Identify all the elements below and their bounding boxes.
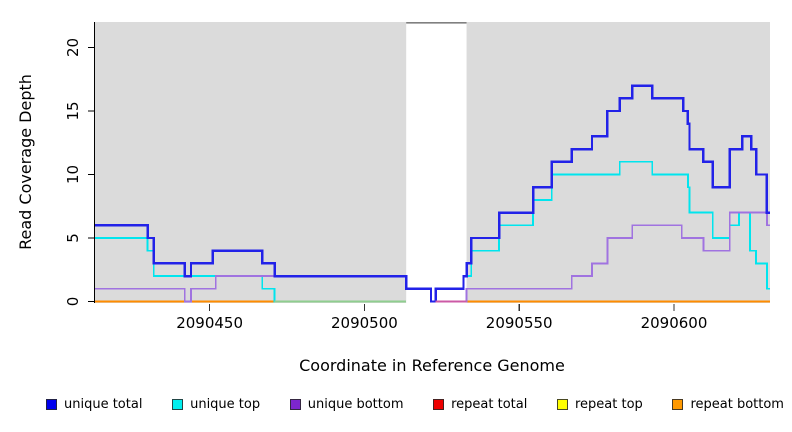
legend-item-repeat-total: repeat total [433,397,527,412]
y-axis-label: Read Coverage Depth [16,74,35,250]
unique-top-swatch-icon [172,399,184,410]
y-tick-label: 15 [64,101,82,120]
plot-panel [95,21,770,303]
repeat-total-swatch-icon [433,399,445,410]
axes: 0 5 10 15 20 2090450 2090500 2090550 2090600 [64,22,707,332]
shaded-region [466,22,770,303]
legend-item-unique-top: unique top [172,397,260,412]
legend-item-unique-total: unique total [46,397,142,412]
legend-label: repeat bottom [690,397,784,412]
legend-label: repeat top [575,397,643,412]
y-tick-label: 10 [64,165,82,184]
x-tick-label: 2090600 [641,314,708,332]
legend: unique total unique top unique bottom re… [46,397,784,412]
legend-label: repeat total [451,397,528,412]
x-tick-label: 2090450 [176,314,243,332]
unique-total-swatch-icon [46,399,57,410]
y-tick-label: 0 [64,297,82,307]
x-tick-label: 2090550 [486,314,553,332]
x-tick-label: 2090500 [331,314,398,332]
y-tick-label: 5 [64,233,82,243]
legend-label: unique total [64,397,143,412]
legend-item-unique-bottom: unique bottom [289,397,404,412]
legend-item-repeat-bottom: repeat bottom [672,397,784,412]
legend-label: unique bottom [307,397,404,412]
legend-label: unique top [190,397,261,412]
repeat-bottom-swatch-icon [672,399,684,410]
unique-bottom-swatch-icon [289,399,301,410]
series-line-unique-top [95,160,770,303]
series-line-unique-total [95,84,770,303]
x-axis-label: Coordinate in Reference Genome [299,356,565,375]
repeat-top-swatch-icon [557,399,568,410]
y-tick-label: 20 [64,38,82,57]
shaded-region [95,22,407,303]
legend-item-repeat-top: repeat top [557,397,643,412]
series-lines [95,84,770,303]
series-line-unique-bottom [95,211,770,303]
